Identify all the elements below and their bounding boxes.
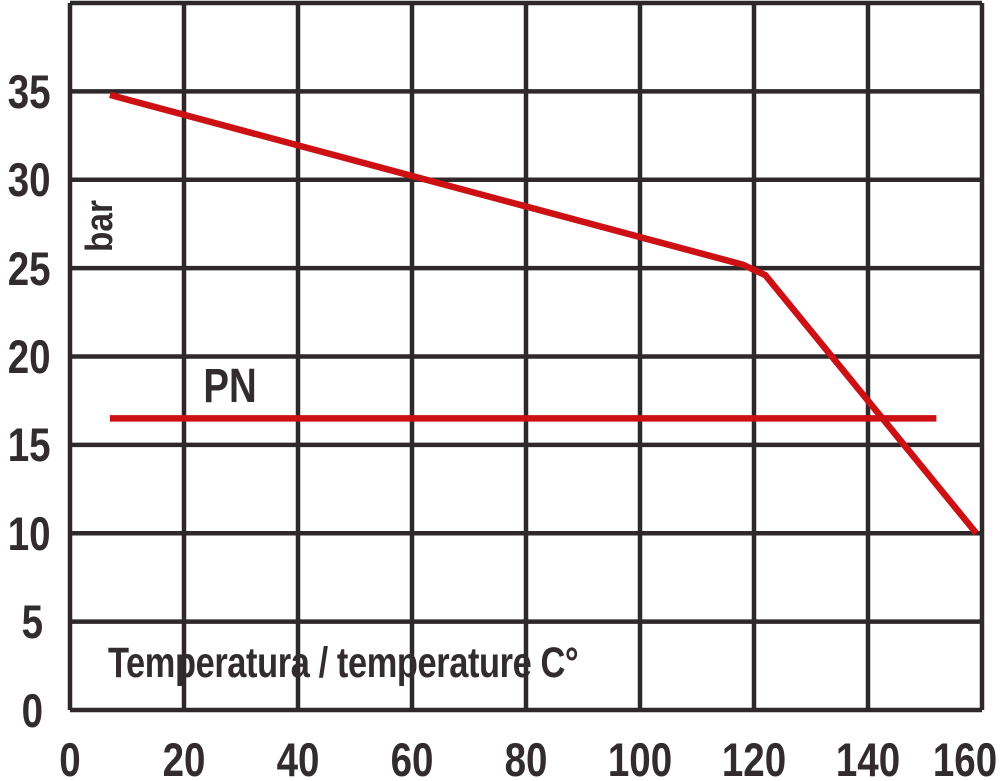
y-tick-label: 15 xyxy=(7,418,51,472)
series-max-working-pressure xyxy=(109,91,979,536)
y-tick-label: 0 xyxy=(21,683,43,737)
x-tick-label: 80 xyxy=(504,733,548,781)
y-tick-label: 25 xyxy=(7,241,51,295)
x-tick-label: 40 xyxy=(276,733,320,781)
x-tick-label: 0 xyxy=(59,733,81,781)
x-tick-label: 100 xyxy=(607,733,673,781)
x-tick-label: 120 xyxy=(721,733,787,781)
y-tick-label: 35 xyxy=(7,64,51,118)
x-tick-label: 140 xyxy=(835,733,901,781)
x-tick-label: 160 xyxy=(932,733,998,781)
y-tick-label: 10 xyxy=(7,506,51,560)
pn-line-label: PN xyxy=(203,359,257,413)
x-axis-title: Temperatura / temperature C° xyxy=(108,639,579,687)
x-tick-label: 20 xyxy=(162,733,206,781)
y-tick-label: 20 xyxy=(7,330,51,383)
y-tick-label: 30 xyxy=(7,153,51,207)
y-axis-title: bar xyxy=(78,199,121,253)
y-tick-label: 5 xyxy=(21,595,43,649)
x-tick-label: 60 xyxy=(390,733,434,781)
